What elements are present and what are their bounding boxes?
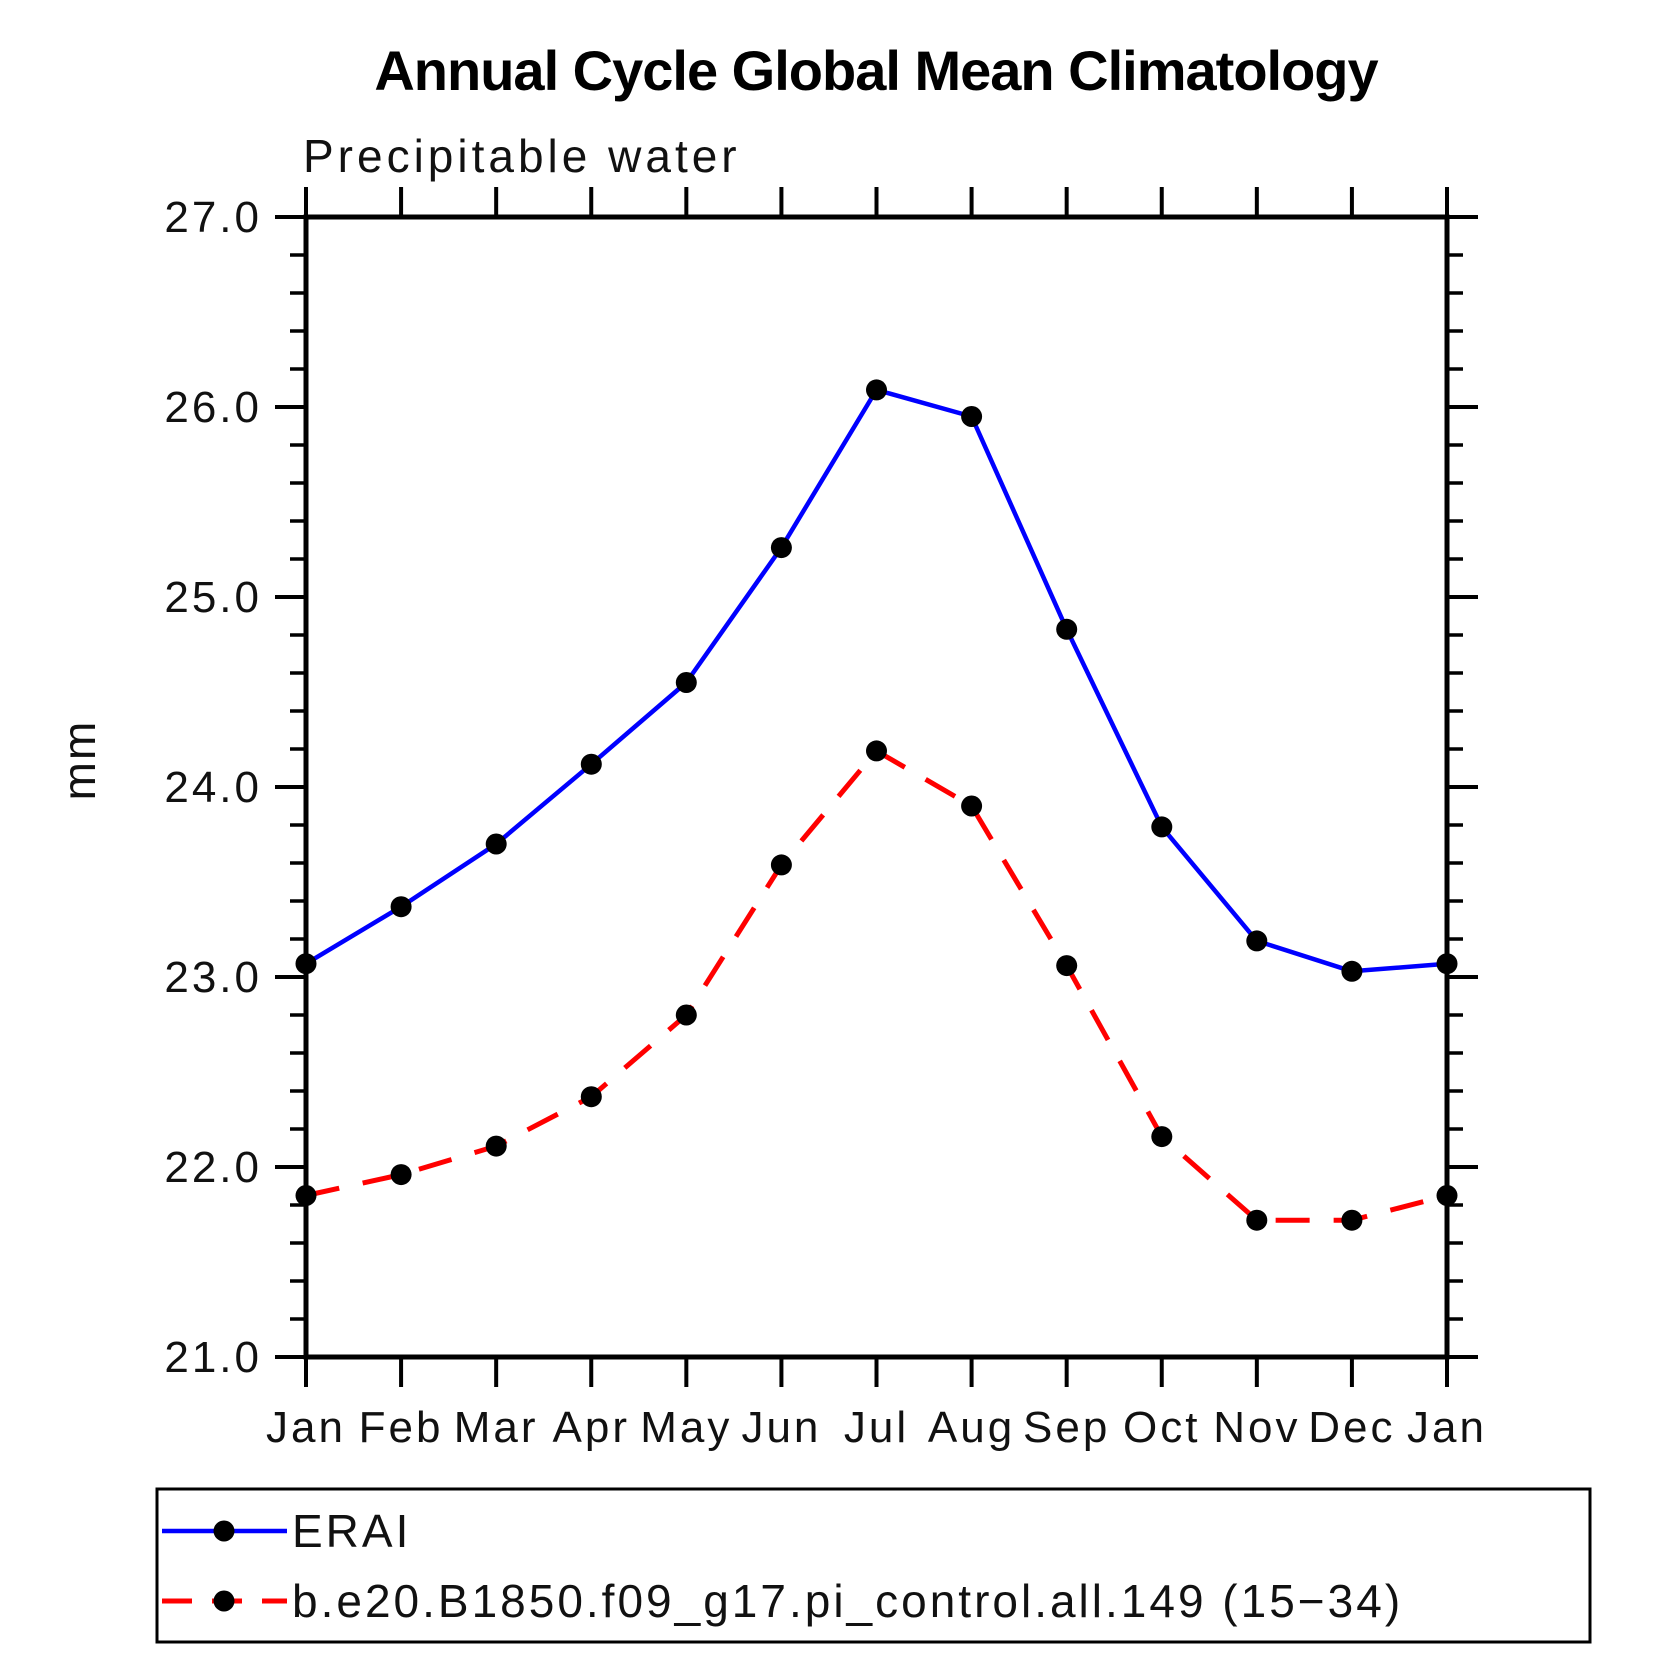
data-point-marker [866,740,887,762]
data-point-marker [1151,816,1173,838]
series-line-erai [304,387,1448,974]
legend-label-model: b.e20.B1850.f09_g17.pi_control.all.149 (… [292,1575,1403,1627]
x-tick-label: Sep [1023,1403,1110,1452]
x-tick-label: Jan [266,1403,346,1452]
chart-subtitle: Precipitable water [303,130,741,182]
data-point-marker [1151,1126,1173,1148]
plot-axes: 21.0 22.0 23.0 24.0 25.0 26.0 27.0 Jan Feb Mar Apr… [164,187,1487,1452]
data-point-marker [1246,1209,1268,1231]
data-point-marker [1246,930,1268,952]
y-tick-label: 22.0 [164,1143,262,1192]
x-tick-label: Oct [1123,1403,1200,1452]
data-point-marker [675,1004,697,1026]
y-tick-label: 21.0 [164,1333,262,1382]
legend: ERAI b.e20.B1850.f09_g17.pi_control.all.… [155,1487,1592,1644]
data-point-marker [1341,960,1363,982]
legend-box [155,1487,1592,1644]
data-point-marker [1436,953,1458,975]
x-tick-label: Apr [553,1403,630,1452]
data-point-marker [485,833,507,855]
data-point-marker [961,795,983,817]
y-tick-label: 24.0 [164,763,262,812]
y-tick-label: 26.0 [164,383,262,432]
x-tick-label: May [640,1403,732,1452]
data-point-marker [770,537,792,559]
data-point-marker [580,1086,602,1108]
legend-marker-sample [213,1520,235,1542]
data-point-marker [675,672,697,693]
x-tick-label: Feb [359,1403,444,1452]
data-point-marker [1056,618,1078,640]
x-tick-label: Aug [928,1403,1015,1452]
y-tick-label: 25.0 [164,573,262,622]
x-tick-label: Jan [1407,1403,1487,1452]
data-point-marker [961,406,983,427]
y-axis-label: mm [53,720,105,801]
legend-marker-sample [213,1590,235,1612]
y-tick-label: 23.0 [164,953,262,1002]
data-point-marker [485,1135,507,1157]
data-point-marker [390,1164,412,1186]
data-point-marker [580,753,602,775]
data-point-marker [1436,1185,1458,1206]
x-tick-label: Jul [844,1403,909,1452]
x-tick-label: Nov [1213,1403,1300,1452]
data-point-marker [1341,1209,1363,1231]
chart-title: Annual Cycle Global Mean Climatology [374,39,1378,102]
x-tick-label: Jun [741,1403,821,1452]
x-tick-label: Mar [454,1403,539,1452]
data-point-marker [390,896,412,918]
plot-series [295,379,1458,1231]
data-point-marker [770,854,792,876]
y-tick-label: 27.0 [164,193,262,242]
series-line-model [305,748,1448,1223]
data-point-marker [295,953,317,975]
data-point-marker [295,1185,317,1206]
data-point-marker [866,379,887,401]
legend-label-erai: ERAI [292,1505,411,1557]
legend-samples [162,1520,287,1612]
x-tick-label: Dec [1308,1403,1395,1452]
data-point-marker [1056,955,1078,977]
